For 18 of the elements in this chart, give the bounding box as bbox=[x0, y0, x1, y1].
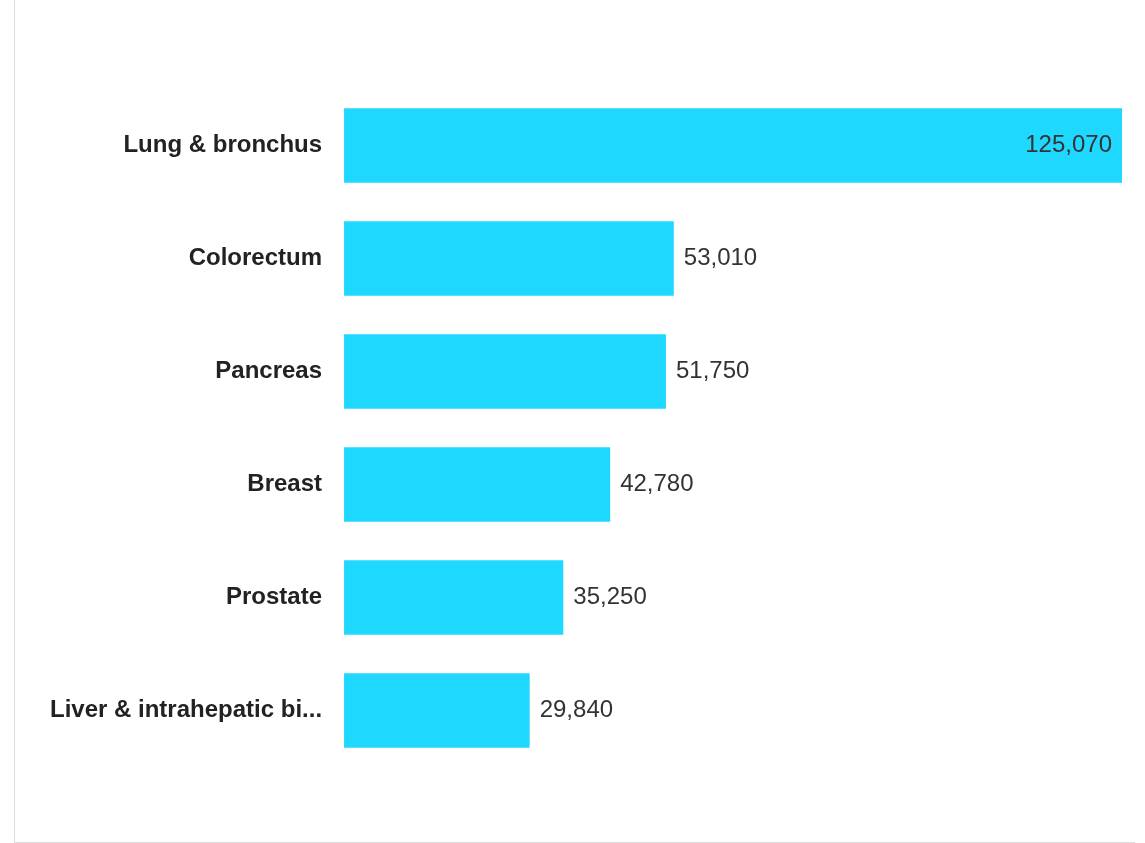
bar bbox=[344, 108, 1122, 183]
y-tick-label: Lung & bronchus bbox=[123, 130, 323, 158]
bar bbox=[344, 334, 666, 409]
data-label: 125,070 bbox=[1025, 130, 1112, 158]
bar bbox=[344, 560, 564, 635]
data-label: 42,780 bbox=[620, 469, 694, 497]
data-label: 53,010 bbox=[683, 243, 758, 271]
y-tick-label: Liver & intrahepatic bi... bbox=[50, 695, 323, 723]
data-label: 51,750 bbox=[675, 356, 750, 384]
y-tick-label: Prostate bbox=[226, 582, 323, 610]
bar bbox=[344, 221, 674, 296]
bar bbox=[344, 447, 611, 522]
y-tick-label: Colorectum bbox=[188, 243, 323, 271]
y-tick-label: Pancreas bbox=[215, 356, 323, 384]
data-label: 29,840 bbox=[539, 695, 614, 723]
data-label: 35,250 bbox=[573, 582, 647, 610]
y-tick-label: Breast bbox=[247, 469, 323, 497]
bar bbox=[344, 673, 530, 748]
